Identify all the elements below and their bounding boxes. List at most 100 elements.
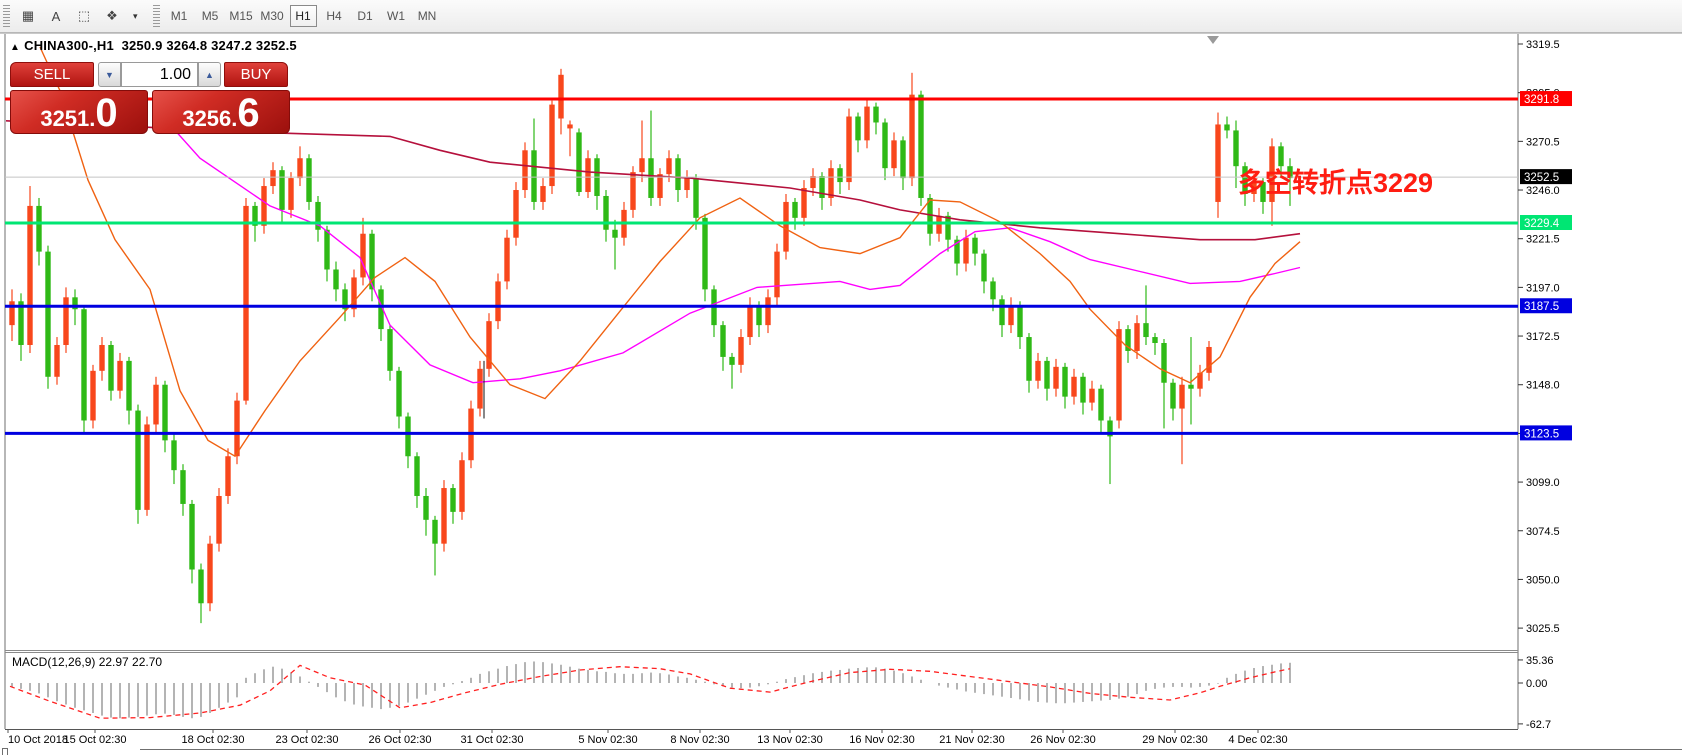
candle-body — [81, 309, 87, 421]
candle-body — [990, 281, 996, 300]
candle-body — [999, 299, 1005, 326]
time-tick-label: 4 Dec 02:30 — [1228, 734, 1287, 746]
candle-body — [324, 229, 330, 270]
price-tick-label: 3050.0 — [1526, 574, 1560, 586]
time-tick-label: 26 Nov 02:30 — [1030, 734, 1095, 746]
candle-body — [486, 321, 492, 369]
candle-body — [225, 456, 231, 496]
toolbar-grip[interactable] — [3, 5, 10, 27]
buy-price-tile[interactable]: 3256. 6 — [152, 90, 290, 134]
timeframe-h4-button[interactable]: H4 — [326, 9, 342, 23]
candle-body — [513, 190, 519, 238]
candle-body — [117, 360, 123, 391]
candle-body — [1251, 182, 1257, 194]
candle-body — [414, 456, 420, 496]
candle-body — [909, 94, 915, 179]
price-tick-label: 3270.5 — [1526, 136, 1560, 148]
text-label-icon[interactable]: A — [51, 8, 61, 24]
time-tick-label: 13 Nov 02:30 — [757, 734, 822, 746]
text-box-icon[interactable]: ⬚ — [77, 8, 91, 23]
price-tick-label: 3148.0 — [1526, 380, 1560, 392]
candle-body — [657, 174, 663, 198]
candle-body — [342, 289, 348, 310]
candle-body — [558, 74, 564, 119]
candle-body — [1170, 382, 1176, 409]
candle-body — [63, 297, 69, 345]
ohlc-quote: 3250.9 3264.8 3247.2 3252.5 — [121, 38, 297, 53]
candle-body — [252, 205, 258, 226]
candle-body — [882, 122, 888, 169]
ma-fast-orange — [39, 46, 1301, 458]
candle-body — [792, 201, 798, 218]
timeframe-mn-button[interactable]: MN — [417, 9, 437, 23]
buy-button[interactable]: BUY — [224, 62, 288, 87]
candle-body — [828, 168, 834, 198]
candle-body — [756, 305, 762, 326]
timeframe-m15-button[interactable]: M15 — [229, 9, 253, 23]
volume-increase-button[interactable]: ▲ — [198, 62, 221, 87]
candle-body — [630, 172, 636, 210]
volume-input[interactable] — [121, 62, 198, 87]
candle-body — [927, 197, 933, 234]
candle-body — [891, 140, 897, 169]
candle-body — [99, 344, 105, 371]
annotation-text: 多空转折点3229 — [1238, 167, 1433, 198]
timeframe-m1-button[interactable]: M1 — [170, 9, 188, 23]
candle-body — [351, 277, 357, 310]
price-tick-label: 3099.0 — [1526, 477, 1560, 489]
candle-body — [648, 158, 654, 198]
candle-body — [1260, 182, 1266, 202]
main-toolbar: ▦ A ⬚ ❖ ▾ M1 M5 M15 M30 H1 H4 D1 W1 MN — [0, 0, 1682, 33]
candle-body — [1116, 329, 1122, 421]
candle-body — [477, 368, 483, 409]
candle-body — [369, 233, 375, 290]
sell-price-tile[interactable]: 3251. 0 — [10, 90, 148, 134]
time-tick-label: 21 Nov 02:30 — [939, 734, 1004, 746]
toolbar-grip-2[interactable] — [152, 5, 160, 27]
candle-body — [297, 158, 303, 179]
candle-body — [945, 215, 951, 240]
sell-button[interactable]: SELL — [10, 62, 94, 87]
candle-body — [1026, 337, 1032, 381]
candle-body — [1017, 305, 1023, 338]
candle-body — [90, 370, 96, 421]
candle-body — [1233, 130, 1239, 167]
axis-label: 3252.5 — [1524, 172, 1559, 184]
shapes-dropdown-caret[interactable]: ▾ — [133, 10, 138, 21]
candle-body — [378, 289, 384, 330]
candle-body — [765, 297, 771, 326]
price-tick-label: 3197.0 — [1526, 282, 1560, 294]
candle-body — [1125, 329, 1131, 351]
candle-body — [198, 569, 204, 604]
time-tick-label: 10 Oct 2018 — [8, 734, 68, 746]
candle-body — [450, 488, 456, 512]
timeframe-m30-button[interactable]: M30 — [260, 9, 284, 23]
volume-decrease-button[interactable]: ▼ — [98, 62, 121, 87]
timeframe-w1-button[interactable]: W1 — [387, 9, 406, 23]
candle-body — [1143, 323, 1149, 338]
macd-signal-line — [9, 664, 1291, 719]
candle-body — [36, 205, 42, 252]
candle-body — [495, 281, 501, 322]
candle-body — [1080, 376, 1086, 403]
timeframe-m5-button[interactable]: M5 — [201, 9, 219, 23]
axis-label: 3123.5 — [1524, 428, 1559, 440]
candle-body — [747, 305, 753, 338]
candle-body — [1089, 388, 1095, 403]
symbol-marker-icon: ▲ — [10, 42, 21, 53]
candle-body — [981, 253, 987, 282]
candle-body — [846, 116, 852, 183]
symbols-grid-icon[interactable]: ▦ — [21, 8, 35, 23]
timeframe-h1-button[interactable]: H1 — [289, 5, 317, 27]
candle-body — [684, 178, 690, 191]
candle-body — [1224, 124, 1230, 131]
candle-body — [774, 251, 780, 298]
time-tick-label: 31 Oct 02:30 — [461, 734, 524, 746]
candle-body — [333, 269, 339, 290]
candle-body — [1107, 420, 1113, 437]
shapes-icon[interactable]: ❖ — [106, 8, 118, 23]
timeframe-d1-button[interactable]: D1 — [357, 9, 373, 23]
sell-price: 3251 — [40, 106, 90, 131]
candle-body — [954, 239, 960, 264]
